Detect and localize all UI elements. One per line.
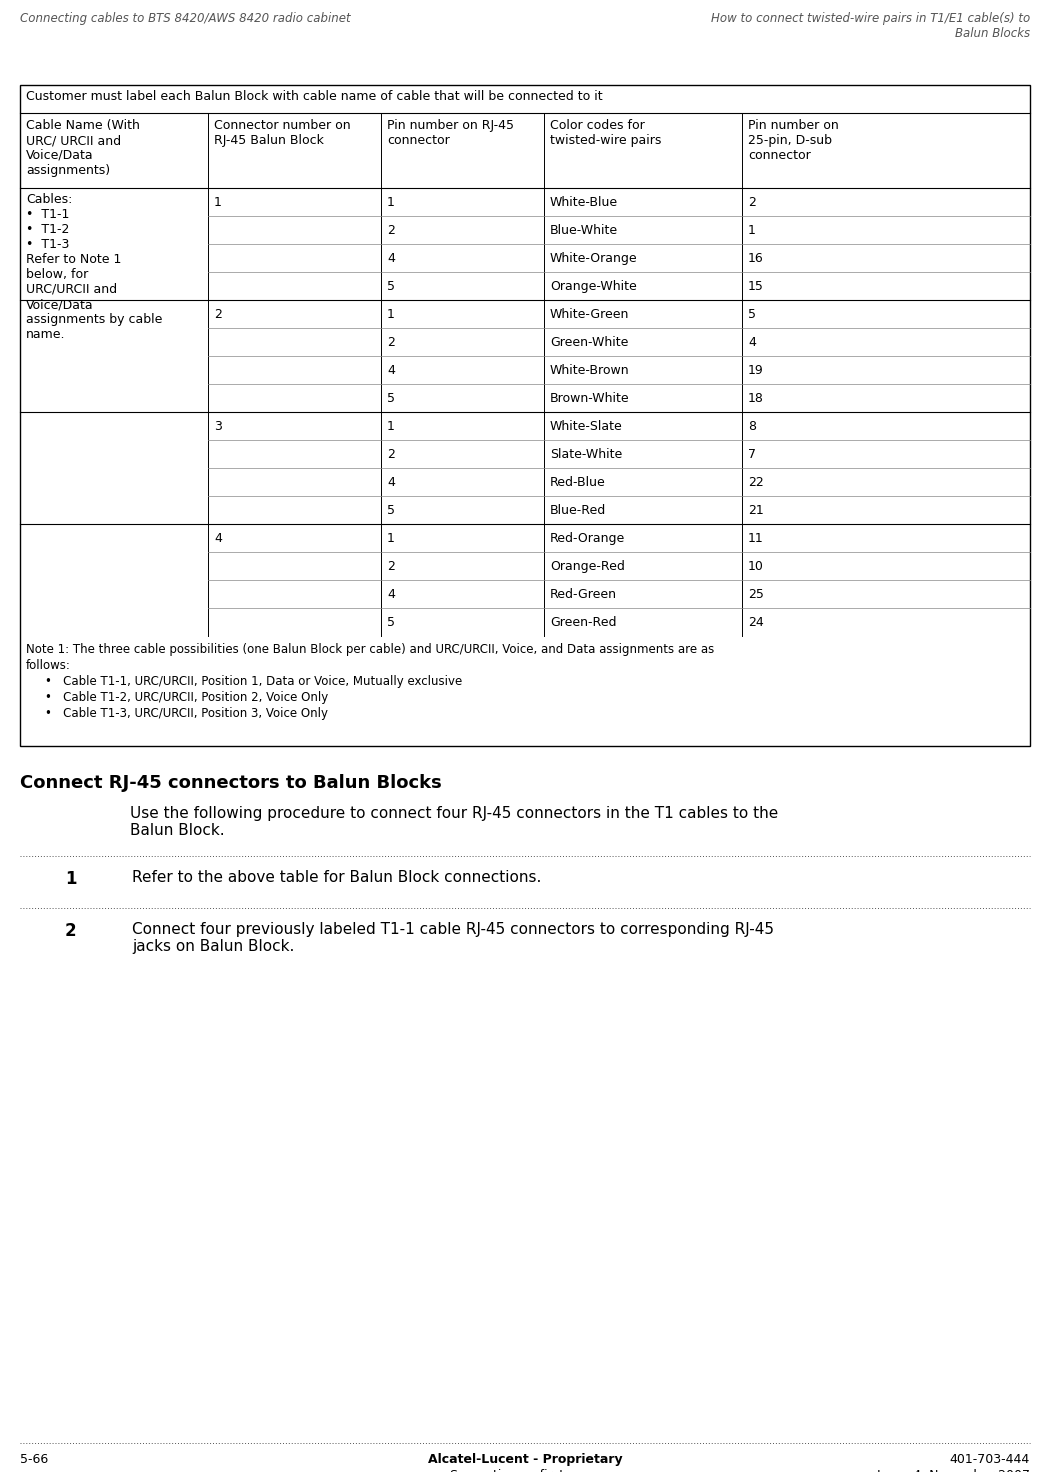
Text: Brown-White: Brown-White: [550, 392, 630, 405]
Text: How to connect twisted-wire pairs in T1/E1 cable(s) to
Balun Blocks: How to connect twisted-wire pairs in T1/…: [711, 12, 1030, 40]
Text: 21: 21: [748, 503, 763, 517]
Text: 4: 4: [387, 587, 395, 601]
Text: 5: 5: [387, 392, 395, 405]
Text: 2: 2: [387, 559, 395, 573]
Text: 10: 10: [748, 559, 764, 573]
Text: 22: 22: [748, 475, 763, 489]
Text: Note 1: The three cable possibilities (one Balun Block per cable) and URC/URCII,: Note 1: The three cable possibilities (o…: [26, 643, 714, 657]
Text: 8: 8: [748, 420, 756, 433]
Text: Blue-White: Blue-White: [550, 224, 618, 237]
Text: 18: 18: [748, 392, 764, 405]
Text: 11: 11: [748, 531, 763, 545]
Text: 2: 2: [387, 224, 395, 237]
Text: 1: 1: [748, 224, 756, 237]
Text: 19: 19: [748, 364, 763, 377]
Text: 401-703-444: 401-703-444: [950, 1453, 1030, 1466]
Text: 4: 4: [387, 252, 395, 265]
Text: 5-66: 5-66: [20, 1453, 48, 1466]
Text: Red-Blue: Red-Blue: [550, 475, 606, 489]
Text: Blue-Red: Blue-Red: [550, 503, 606, 517]
Text: 1: 1: [65, 870, 77, 888]
Text: 5: 5: [387, 280, 395, 293]
Text: 1: 1: [387, 531, 395, 545]
Text: 5: 5: [748, 308, 756, 321]
Text: 1: 1: [387, 420, 395, 433]
Text: 1: 1: [387, 308, 395, 321]
Text: Issue 4, November 2007: Issue 4, November 2007: [877, 1469, 1030, 1472]
Text: 2: 2: [65, 921, 77, 941]
Text: follows:: follows:: [26, 659, 71, 673]
Text: White-Slate: White-Slate: [550, 420, 623, 433]
Text: 2: 2: [387, 336, 395, 349]
Text: •   Cable T1-2, URC/URCII, Position 2, Voice Only: • Cable T1-2, URC/URCII, Position 2, Voi…: [45, 690, 329, 704]
Text: White-Blue: White-Blue: [550, 196, 618, 209]
Text: Slate-White: Slate-White: [550, 447, 623, 461]
Text: 4: 4: [748, 336, 756, 349]
Text: 4: 4: [387, 364, 395, 377]
Text: Connect RJ-45 connectors to Balun Blocks: Connect RJ-45 connectors to Balun Blocks: [20, 774, 442, 792]
Text: 2: 2: [214, 308, 222, 321]
Text: Green-White: Green-White: [550, 336, 628, 349]
Text: 7: 7: [748, 447, 756, 461]
Text: White-Orange: White-Orange: [550, 252, 637, 265]
Text: 5: 5: [387, 615, 395, 629]
Text: Refer to the above table for Balun Block connections.: Refer to the above table for Balun Block…: [132, 870, 542, 885]
Text: Green-Red: Green-Red: [550, 615, 616, 629]
Text: Alcatel-Lucent - Proprietary: Alcatel-Lucent - Proprietary: [427, 1453, 623, 1466]
Text: 16: 16: [748, 252, 763, 265]
Text: 1: 1: [387, 196, 395, 209]
Text: Connect four previously labeled T1-1 cable RJ-45 connectors to corresponding RJ-: Connect four previously labeled T1-1 cab…: [132, 921, 774, 954]
Text: Connector number on
RJ-45 Balun Block: Connector number on RJ-45 Balun Block: [214, 119, 351, 147]
Text: 4: 4: [214, 531, 222, 545]
Text: White-Brown: White-Brown: [550, 364, 630, 377]
Text: Use the following procedure to connect four RJ-45 connectors in the T1 cables to: Use the following procedure to connect f…: [130, 807, 778, 839]
Text: Color codes for
twisted-wire pairs: Color codes for twisted-wire pairs: [550, 119, 662, 147]
Text: 24: 24: [748, 615, 763, 629]
Text: Customer must label each Balun Block with cable name of cable that will be conne: Customer must label each Balun Block wit…: [26, 90, 603, 103]
Text: 1: 1: [214, 196, 222, 209]
Text: 3: 3: [214, 420, 222, 433]
Text: Red-Orange: Red-Orange: [550, 531, 625, 545]
Text: 4: 4: [387, 475, 395, 489]
Text: •   Cable T1-1, URC/URCII, Position 1, Data or Voice, Mutually exclusive: • Cable T1-1, URC/URCII, Position 1, Dat…: [45, 676, 462, 687]
Text: Orange-Red: Orange-Red: [550, 559, 625, 573]
Text: 25: 25: [748, 587, 764, 601]
Text: Pin number on
25-pin, D-sub
connector: Pin number on 25-pin, D-sub connector: [748, 119, 839, 162]
Text: Red-Green: Red-Green: [550, 587, 617, 601]
Text: Pin number on RJ-45
connector: Pin number on RJ-45 connector: [387, 119, 514, 147]
Text: Connecting cables to BTS 8420/AWS 8420 radio cabinet: Connecting cables to BTS 8420/AWS 8420 r…: [20, 12, 351, 25]
Text: 15: 15: [748, 280, 764, 293]
Text: Cables:
•  T1-1
•  T1-2
•  T1-3
Refer to Note 1
below, for
URC/URCII and
Voice/D: Cables: • T1-1 • T1-2 • T1-3 Refer to No…: [26, 193, 163, 342]
Text: White-Green: White-Green: [550, 308, 629, 321]
Text: See notice on first page: See notice on first page: [450, 1469, 600, 1472]
Text: Orange-White: Orange-White: [550, 280, 636, 293]
Text: •   Cable T1-3, URC/URCII, Position 3, Voice Only: • Cable T1-3, URC/URCII, Position 3, Voi…: [45, 707, 328, 720]
Text: 5: 5: [387, 503, 395, 517]
Text: 2: 2: [387, 447, 395, 461]
Bar: [20, 85, 1030, 746]
Text: Cable Name (With
URC/ URCII and
Voice/Data
assignments): Cable Name (With URC/ URCII and Voice/Da…: [26, 119, 140, 177]
Text: 2: 2: [748, 196, 756, 209]
